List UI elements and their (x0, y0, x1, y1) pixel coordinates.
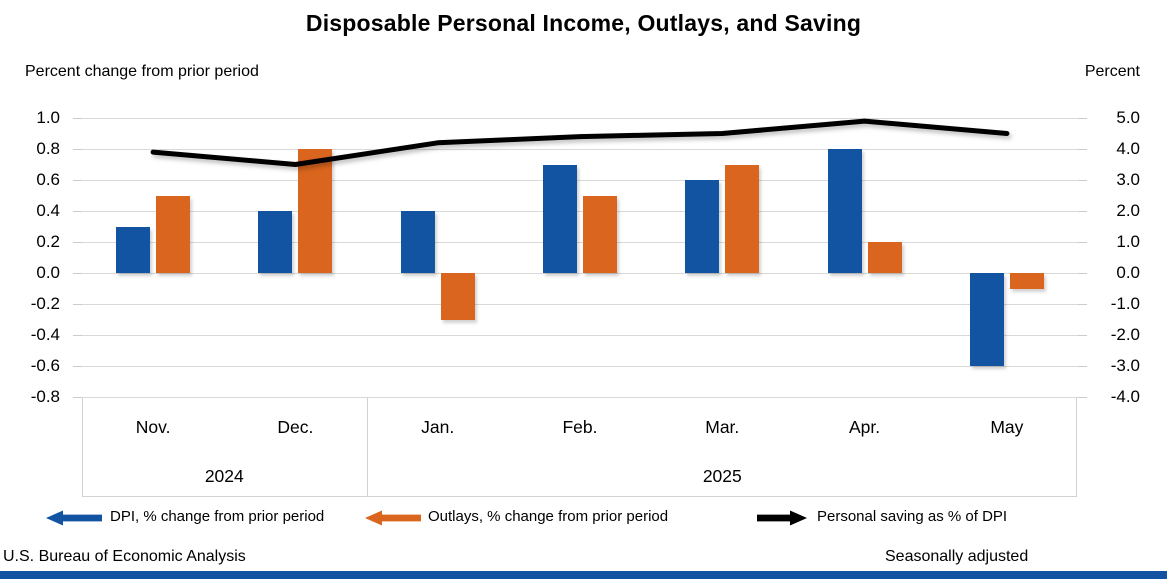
dpi-legend-label: DPI, % change from prior period (110, 508, 325, 525)
bar-outlays-feb (583, 195, 617, 273)
left-axis-tick (73, 273, 82, 274)
right-axis-tick (1078, 180, 1087, 181)
gridline (82, 211, 1078, 212)
saving-legend-label: Personal saving as % of DPI (817, 508, 1008, 525)
right-axis-tick-label: -1.0 (1110, 294, 1140, 313)
bar-dpi-may (969, 273, 1004, 366)
left-axis-tick-label: -0.4 (30, 325, 60, 344)
right-axis-tick-label: 2.0 (1116, 201, 1140, 220)
left-axis-tick-label: 0.6 (36, 170, 60, 189)
right-axis-tick-label: 4.0 (1116, 139, 1140, 158)
left-axis-tick (73, 149, 82, 150)
year-divider (366, 397, 368, 497)
outlays-legend-label: Outlays, % change from prior period (428, 508, 669, 525)
right-axis-tick-label: -4.0 (1110, 387, 1140, 406)
left-axis-tick (73, 180, 82, 181)
month-label-mar: Mar. (705, 417, 740, 437)
left-axis-tick-label: 0.4 (36, 201, 60, 220)
left-axis-tick-label: 0.0 (36, 263, 60, 282)
left-axis-tick-label: 0.2 (36, 232, 60, 251)
left-axis-tick-label: 1.0 (36, 108, 60, 127)
category-axis-box (82, 397, 1077, 497)
gridline (82, 149, 1078, 150)
bar-dpi-nov (116, 226, 151, 273)
bar-outlays-apr (867, 242, 902, 273)
right-axis-tick (1078, 273, 1087, 274)
left-axis-tick (73, 242, 82, 243)
left-axis-tick (73, 118, 82, 119)
right-axis-tick (1078, 366, 1087, 367)
left-axis-tick-label: -0.2 (30, 294, 60, 313)
month-label-may: May (990, 417, 1024, 437)
bar-outlays-nov (156, 195, 191, 273)
bar-outlays-may (1009, 273, 1044, 289)
left-axis-tick (73, 366, 82, 367)
left-axis-tick (73, 211, 82, 212)
bar-dpi-mar (685, 180, 720, 273)
source-attribution: U.S. Bureau of Economic Analysis (3, 548, 246, 565)
gridline (82, 397, 1078, 398)
left-axis-tick-label: -0.8 (30, 387, 60, 406)
year-label-2024: 2024 (204, 466, 244, 486)
left-axis-tick (73, 397, 82, 398)
right-axis-tick (1078, 304, 1087, 305)
gridline (82, 273, 1078, 274)
right-axis-tick-label: -3.0 (1110, 356, 1140, 375)
left-axis-tick-label: 0.8 (36, 139, 60, 158)
right-axis-tick (1078, 335, 1087, 336)
chart-title: Disposable Personal Income, Outlays, and… (305, 10, 862, 36)
right-axis-tick-label: 1.0 (1116, 232, 1140, 251)
bar-dpi-jan (400, 211, 435, 273)
gridline (82, 118, 1078, 119)
left-axis-tick-label: -0.6 (30, 356, 60, 375)
left-axis-tick (73, 335, 82, 336)
left-axis-tick (73, 304, 82, 305)
right-axis-tick-label: 0.0 (1116, 263, 1140, 282)
right-axis-caption: Percent (1084, 63, 1140, 80)
bar-dpi-apr (827, 149, 862, 273)
month-label-jan: Jan. (421, 417, 455, 437)
left-axis-caption: Percent change from prior period (25, 63, 259, 80)
saving-legend-arrow-icon (757, 510, 807, 526)
right-axis-tick (1078, 397, 1087, 398)
gridline (82, 242, 1078, 243)
right-axis-tick-label: -2.0 (1110, 325, 1140, 344)
gridline (82, 304, 1078, 305)
bar-outlays-dec (298, 149, 333, 273)
month-label-feb: Feb. (562, 417, 598, 437)
right-axis-tick-label: 3.0 (1116, 170, 1140, 189)
seasonally-adjusted-note: Seasonally adjusted (885, 548, 1029, 565)
outlays-legend-arrow-icon (365, 510, 421, 526)
bar-dpi-dec (258, 211, 293, 273)
bar-outlays-jan (440, 273, 475, 320)
bottom-accent-bar (0, 571, 1167, 579)
right-axis-tick (1078, 149, 1087, 150)
right-axis-tick-label: 5.0 (1116, 108, 1140, 127)
month-label-dec: Dec. (277, 417, 314, 437)
gridline (82, 180, 1078, 181)
month-label-nov: Nov. (135, 417, 171, 437)
dpi-legend-arrow-icon (46, 510, 102, 526)
right-axis-tick (1078, 242, 1087, 243)
bar-outlays-mar (725, 164, 760, 273)
month-label-apr: Apr. (848, 417, 881, 437)
gridline (82, 335, 1078, 336)
right-axis-tick (1078, 118, 1087, 119)
gridline (82, 366, 1078, 367)
year-label-2025: 2025 (702, 466, 742, 486)
bar-dpi-feb (543, 164, 577, 273)
saving-rate-line (150, 118, 1010, 167)
right-axis-tick (1078, 211, 1087, 212)
